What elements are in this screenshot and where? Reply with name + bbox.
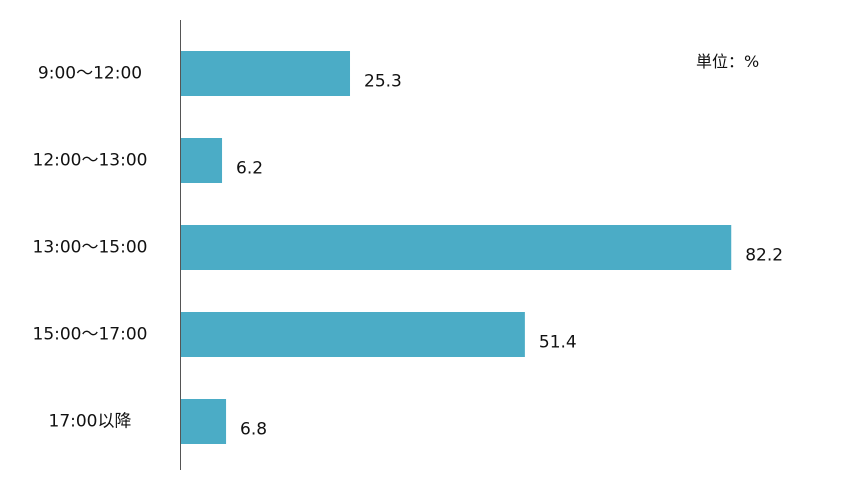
value-labels: 25.3 6.2 82.2 51.4 6.8 [236, 72, 783, 440]
category-label-0: 9:00～12:00 [38, 64, 142, 84]
unit-label: 単位：% [696, 52, 759, 71]
category-label-4: 17:00以降 [49, 412, 132, 432]
category-labels: 9:00～12:00 12:00～13:00 13:00～15:00 15:00～17… [33, 64, 148, 432]
category-label-2: 13:00～15:00 [33, 238, 148, 258]
value-label-2: 82.2 [745, 246, 783, 266]
bar-1 [180, 138, 223, 183]
value-label-0: 25.3 [364, 72, 402, 92]
value-label-3: 51.4 [539, 333, 577, 353]
bar-4 [180, 399, 227, 444]
bar-0 [180, 51, 351, 96]
value-label-1: 6.2 [236, 159, 263, 179]
bar-3 [180, 312, 525, 357]
value-label-4: 6.8 [240, 420, 267, 440]
category-label-1: 12:00～13:00 [33, 151, 148, 171]
category-label-3: 15:00～17:00 [33, 325, 148, 345]
bar-2 [180, 225, 732, 270]
bars-group [180, 51, 732, 444]
